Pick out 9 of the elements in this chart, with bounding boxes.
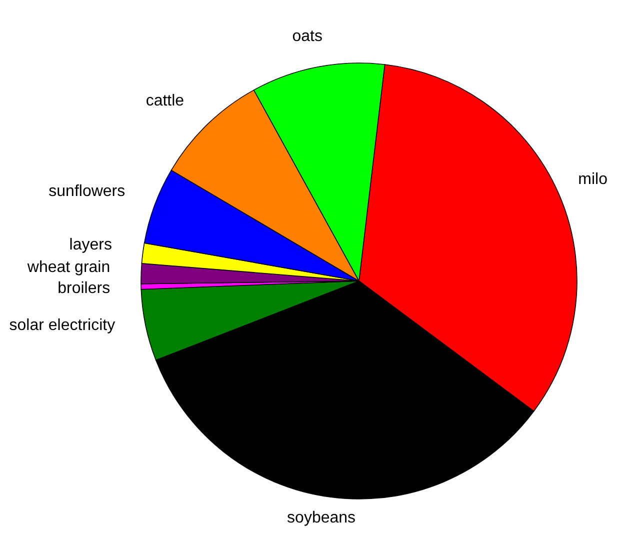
slice-label: cattle bbox=[146, 92, 184, 110]
slice-label: solar electricity bbox=[9, 317, 116, 334]
slice-label: sunflowers bbox=[48, 182, 126, 200]
slice-label: broilers bbox=[58, 280, 110, 298]
slice-label: soybeans bbox=[287, 509, 356, 526]
slice-label: layers bbox=[69, 236, 112, 254]
slice-label: oats bbox=[292, 28, 322, 45]
slice-label: wheat grain bbox=[26, 259, 110, 276]
slice-label: milo bbox=[578, 171, 608, 188]
